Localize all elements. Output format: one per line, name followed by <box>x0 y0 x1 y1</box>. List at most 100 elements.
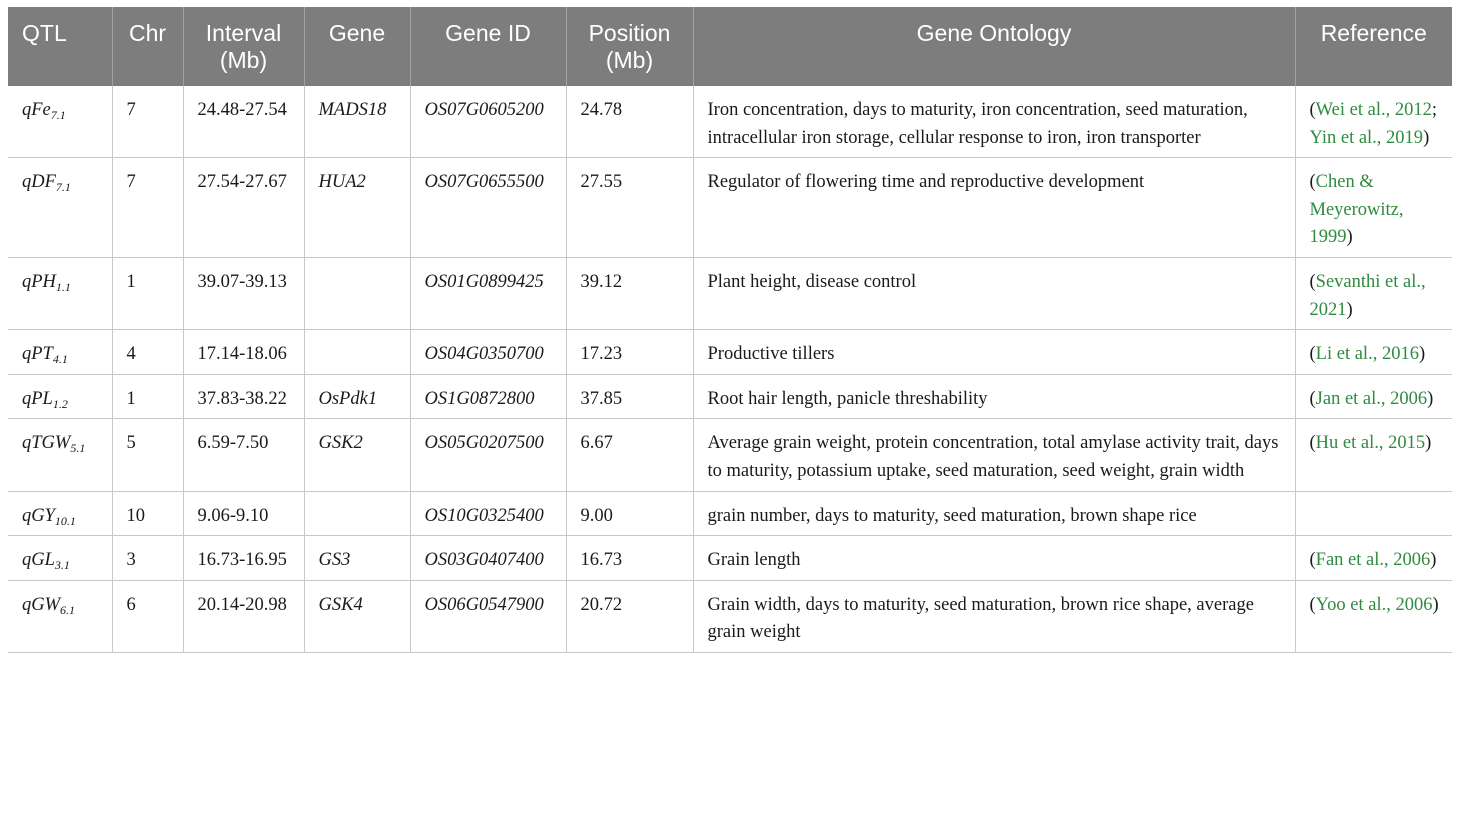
reference-link[interactable]: Sevanthi et al., 2021 <box>1309 271 1426 320</box>
interval-cell: 20.14-20.98 <box>183 580 305 653</box>
gene-id-cell: OS05G0207500 <box>410 418 567 492</box>
qtl-cell: qPL1.2 <box>8 374 113 420</box>
reference-link[interactable]: Wei et al., 2012 <box>1315 100 1432 120</box>
qtl-subscript: 4.1 <box>52 352 68 367</box>
qtl-subscript: 6.1 <box>60 602 76 617</box>
interval-cell: 24.48-27.54 <box>183 86 305 159</box>
reference-cell: (Wei et al., 2012; Yin et al., 2019) <box>1295 86 1452 159</box>
position-cell: 16.73 <box>566 535 694 581</box>
reference-link[interactable]: Fan et al., 2006 <box>1315 550 1431 571</box>
reference-link[interactable]: Li et al., 2016 <box>1315 344 1419 365</box>
position-cell: 37.85 <box>566 374 694 420</box>
table-row: qGW6.1 6 20.14-20.98 GSK4 OS06G0547900 20.72 G… <box>8 580 1452 653</box>
qtl-subscript: 7.1 <box>55 180 71 195</box>
header-chr: Chr <box>112 7 184 86</box>
gene-cell: GSK2 <box>304 418 411 492</box>
gene-id-cell: OS03G0407400 <box>410 535 567 581</box>
qtl-cell: qTGW5.1 <box>8 418 113 492</box>
ontology-cell: Productive tillers <box>693 329 1296 375</box>
reference-cell: (Sevanthi et al., 2021) <box>1295 257 1452 331</box>
qtl-cell: qPT4.1 <box>8 329 113 375</box>
gene-cell <box>304 329 411 375</box>
paren-open: ( <box>1309 344 1316 365</box>
paren-close: ) <box>1425 433 1432 454</box>
interval-cell: 6.59-7.50 <box>183 418 305 492</box>
reference-link[interactable]: Yoo et al., 2006 <box>1315 594 1433 615</box>
header-gene-ontology: Gene Ontology <box>693 7 1296 86</box>
table-row: qTGW5.1 5 6.59-7.50 GSK2 OS05G0207500 6.67 Ave… <box>8 418 1452 492</box>
interval-cell: 39.07-39.13 <box>183 257 305 331</box>
paren-open: ( <box>1309 388 1316 409</box>
qtl-name: qPH <box>22 271 56 292</box>
gene-cell: GSK4 <box>304 580 411 653</box>
chr-cell: 5 <box>112 418 184 492</box>
qtl-name: qDF <box>22 172 56 193</box>
header-row: QTL Chr Interval (Mb) Gene Gene ID Posit… <box>8 7 1452 86</box>
qtl-name: qFe <box>22 100 51 120</box>
gene-cell <box>304 257 411 331</box>
gene-cell <box>304 491 411 537</box>
position-cell: 17.23 <box>566 329 694 375</box>
reference-cell: (Fan et al., 2006) <box>1295 535 1452 581</box>
interval-cell: 37.83-38.22 <box>183 374 305 420</box>
ontology-cell: Regulator of flowering time and reproduc… <box>693 157 1296 258</box>
reference-link[interactable]: Yin et al., 2019 <box>1309 127 1424 148</box>
paren-close: ) <box>1346 227 1353 248</box>
chr-cell: 1 <box>112 257 184 331</box>
ontology-cell: Grain length <box>693 535 1296 581</box>
qtl-name: qTGW <box>22 433 71 454</box>
reference-link[interactable]: Chen & Meyerowitz, 1999 <box>1309 172 1404 248</box>
ontology-cell: Root hair length, panicle threshability <box>693 374 1296 420</box>
chr-cell: 6 <box>112 580 184 653</box>
paren-open: ( <box>1309 433 1316 454</box>
qtl-subscript: 5.1 <box>70 441 86 456</box>
gene-id-cell: OS1G0872800 <box>410 374 567 420</box>
table-row: qPT4.1 4 17.14-18.06 OS04G0350700 17.23 Produ… <box>8 329 1452 375</box>
qtl-subscript: 1.1 <box>55 279 71 294</box>
chr-cell: 1 <box>112 374 184 420</box>
interval-cell: 9.06-9.10 <box>183 491 305 537</box>
paren-open: ( <box>1309 550 1316 571</box>
chr-cell: 4 <box>112 329 184 375</box>
paren-open: ( <box>1309 594 1316 615</box>
header-gene: Gene <box>304 7 411 86</box>
interval-cell: 16.73-16.95 <box>183 535 305 581</box>
paren-close: ) <box>1423 127 1430 148</box>
chr-cell: 10 <box>112 491 184 537</box>
reference-link[interactable]: Jan et al., 2006 <box>1315 388 1428 409</box>
qtl-name: qGL <box>22 550 55 571</box>
ref-separator: ; <box>1431 100 1437 120</box>
paren-open: ( <box>1309 172 1316 193</box>
qtl-cell: qGL3.1 <box>8 535 113 581</box>
header-interval: Interval (Mb) <box>183 7 305 86</box>
gene-cell: MADS18 <box>304 86 411 159</box>
qtl-table: QTL Chr Interval (Mb) Gene Gene ID Posit… <box>8 7 1452 653</box>
qtl-name: qPL <box>22 388 53 409</box>
qtl-name: qGW <box>22 594 61 615</box>
reference-cell: (Jan et al., 2006) <box>1295 374 1452 420</box>
paren-close: ) <box>1432 594 1439 615</box>
qtl-name: qGY <box>22 505 55 526</box>
paren-close: ) <box>1418 344 1426 365</box>
paren-open: ( <box>1309 100 1316 120</box>
table-row: qPH1.1 1 39.07-39.13 OS01G0899425 39.12 Plant… <box>8 257 1452 331</box>
ontology-cell: Iron concentration, days to maturity, ir… <box>693 86 1296 159</box>
header-qtl: QTL <box>8 7 113 86</box>
position-cell: 9.00 <box>566 491 694 537</box>
qtl-cell: qGY10.1 <box>8 491 113 537</box>
position-cell: 24.78 <box>566 86 694 159</box>
qtl-cell: qDF7.1 <box>8 157 113 258</box>
interval-cell: 17.14-18.06 <box>183 329 305 375</box>
table-row: qDF7.1 7 27.54-27.67 HUA2 OS07G0655500 27.55 R… <box>8 157 1452 258</box>
reference-link[interactable]: Hu et al., 2015 <box>1315 433 1426 454</box>
reference-cell: (Yoo et al., 2006) <box>1295 580 1452 653</box>
gene-cell: HUA2 <box>304 157 411 258</box>
gene-id-cell: OS10G0325400 <box>410 491 567 537</box>
chr-cell: 3 <box>112 535 184 581</box>
qtl-cell: qFe7.1 <box>8 86 113 159</box>
position-cell: 39.12 <box>566 257 694 331</box>
chr-cell: 7 <box>112 86 184 159</box>
gene-id-cell: OS07G0655500 <box>410 157 567 258</box>
header-position: Position (Mb) <box>566 7 694 86</box>
gene-id-cell: OS07G0605200 <box>410 86 567 159</box>
